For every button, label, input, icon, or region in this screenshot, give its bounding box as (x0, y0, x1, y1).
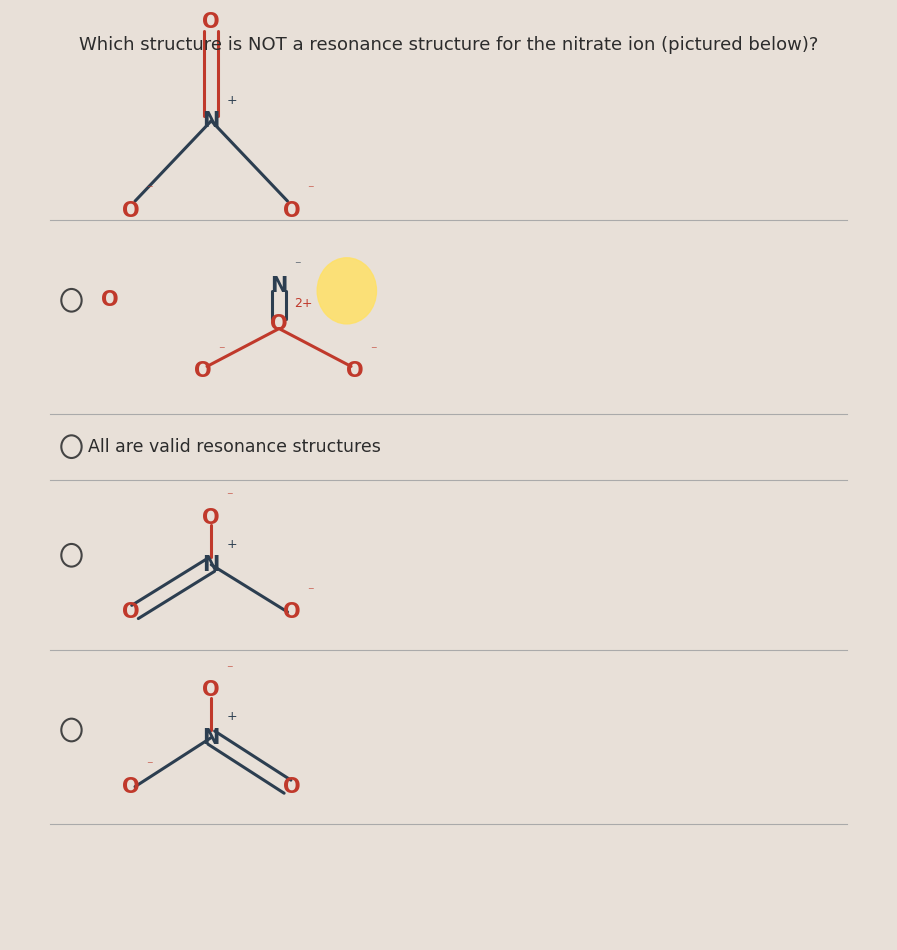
Text: ⁻: ⁻ (370, 344, 377, 357)
Text: +: + (227, 94, 237, 106)
Circle shape (318, 257, 377, 324)
Text: ⁻: ⁻ (218, 344, 224, 357)
Text: 2+: 2+ (294, 296, 313, 310)
Text: Which structure is NOT a resonance structure for the nitrate ion (pictured below: Which structure is NOT a resonance struc… (79, 36, 818, 54)
Text: O: O (122, 200, 140, 220)
Text: O: O (203, 680, 220, 700)
Text: O: O (122, 777, 140, 797)
Text: O: O (346, 361, 364, 381)
Text: ⁻: ⁻ (227, 663, 233, 676)
Text: N: N (203, 111, 220, 131)
Text: ⁻: ⁻ (307, 183, 314, 197)
Text: O: O (194, 361, 212, 381)
Text: O: O (203, 507, 220, 527)
Text: N: N (203, 555, 220, 575)
Text: ⁻: ⁻ (227, 490, 233, 504)
Text: All are valid resonance structures: All are valid resonance structures (89, 438, 381, 456)
Text: ⁻: ⁻ (307, 585, 314, 598)
Text: N: N (203, 728, 220, 748)
Text: O: O (283, 602, 300, 622)
Text: O: O (270, 314, 288, 333)
Text: +: + (227, 711, 237, 723)
Text: O: O (283, 200, 300, 220)
Text: N: N (270, 276, 288, 296)
Text: ⁻: ⁻ (146, 183, 152, 197)
Text: +: + (227, 538, 237, 551)
Text: ⁻: ⁻ (146, 759, 152, 772)
Text: O: O (122, 602, 140, 622)
Text: O: O (203, 11, 220, 31)
Text: ⁻: ⁻ (294, 259, 300, 272)
Text: O: O (283, 777, 300, 797)
Text: O: O (100, 291, 118, 311)
